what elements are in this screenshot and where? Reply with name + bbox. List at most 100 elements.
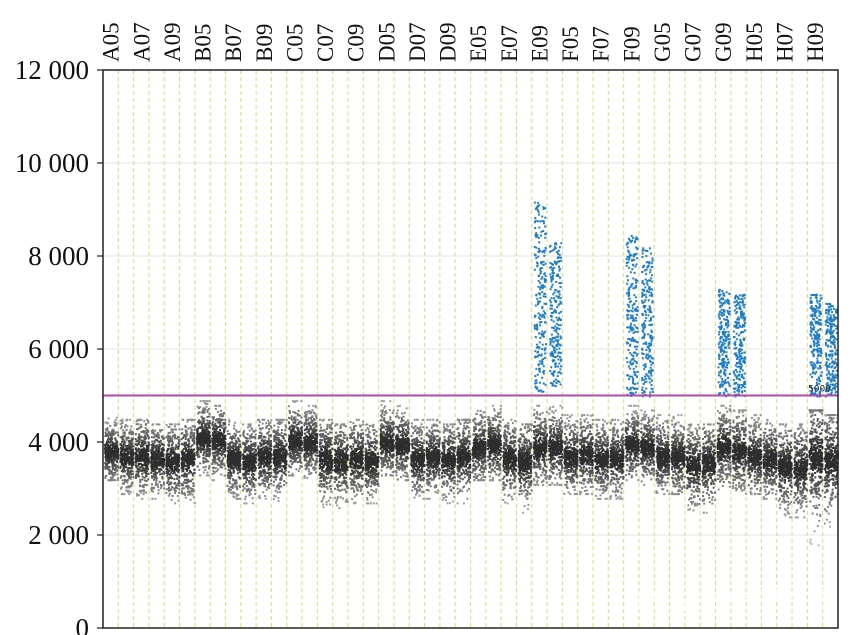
droplet-A06-245	[121, 479, 124, 482]
droplet-C07-14	[325, 503, 328, 506]
droplet-B08-222	[253, 473, 256, 476]
droplet-B05-214	[196, 454, 199, 457]
droplet-A08-128	[152, 431, 155, 434]
droplet-B07-130	[239, 434, 242, 437]
droplet-A07-236	[135, 470, 138, 473]
droplet-core-A08-75	[155, 465, 158, 468]
droplet-core-B09-61	[266, 456, 269, 459]
droplet-B05-170	[203, 451, 206, 454]
droplet-C05-158	[295, 468, 298, 471]
droplet-B08-217	[243, 430, 245, 433]
droplet-C05-107	[294, 460, 297, 463]
droplet-core-B08-15	[247, 470, 250, 473]
droplet-B07-255	[227, 446, 230, 449]
droplet-C06-159	[310, 426, 313, 429]
droplet-B09-90	[265, 478, 268, 481]
droplet-core-B05-49	[198, 435, 201, 438]
droplet-A05-33	[115, 440, 118, 443]
droplet-B06-246	[214, 462, 217, 465]
droplet-core-B06-89	[215, 439, 218, 442]
droplet-core-B06-84	[214, 444, 217, 447]
droplet-A10-110	[191, 493, 194, 496]
droplet-A08-167	[154, 484, 157, 487]
droplet-A10-93	[191, 425, 194, 428]
droplet-core-C06-86	[315, 446, 318, 449]
droplet-core-A09-66	[166, 458, 169, 460]
droplet-A05-259	[106, 421, 109, 424]
droplet-A10-193	[181, 463, 184, 466]
droplet-core-A08-57	[157, 456, 159, 459]
droplet-A10-239	[185, 447, 187, 450]
droplet-A07-237	[144, 435, 147, 438]
droplet-C06-113	[313, 450, 315, 453]
droplet-C06-45	[306, 450, 309, 453]
droplet-core-A06-56	[120, 462, 123, 465]
droplet-core-B08-47	[242, 466, 245, 468]
droplet-B10-249	[275, 472, 277, 475]
droplet-B09-130	[268, 465, 271, 468]
droplet-A09-27	[165, 472, 168, 475]
droplet-core-B08-72	[252, 460, 255, 463]
droplet-A05-40	[109, 432, 112, 435]
droplet-B05-227	[203, 402, 206, 405]
droplet-B10-13	[281, 418, 284, 421]
droplet-B07-156	[231, 466, 234, 469]
droplet-B09-141	[260, 428, 262, 431]
droplet-core-B05-83	[202, 434, 204, 437]
droplet-core-B09-17	[268, 463, 271, 466]
droplet-A05-30	[113, 474, 116, 476]
droplet-core-B10-82	[276, 448, 279, 451]
droplet-B05-28	[206, 409, 209, 412]
droplet-B06-257	[219, 420, 222, 423]
droplet-A09-230	[178, 482, 181, 485]
droplet-B07-125	[236, 448, 239, 451]
droplet-A06-228	[130, 433, 133, 436]
droplet-core-A10-86	[192, 454, 195, 457]
droplet-A07-114	[147, 460, 150, 463]
droplet-core-B09-38	[267, 462, 270, 465]
droplet-B05-224	[205, 426, 208, 429]
droplet-A08-132	[158, 436, 160, 439]
droplet-core-B10-31	[275, 462, 278, 465]
droplet-A10-94	[193, 441, 196, 444]
droplet-A09-124	[166, 448, 169, 450]
droplet-A10-115	[187, 493, 190, 496]
droplet-B08-78	[245, 479, 248, 482]
droplet-C05-194	[295, 426, 298, 429]
droplet-C05-199	[296, 453, 299, 456]
droplet-B09-10	[257, 437, 260, 440]
droplet-A05-144	[113, 443, 116, 446]
droplet-A06-179	[126, 490, 129, 492]
droplet-A07-109	[143, 464, 146, 466]
droplet-core-C05-49	[294, 440, 297, 443]
droplet-core-B07-66	[234, 465, 237, 468]
droplet-C06-79	[307, 468, 310, 471]
droplet-core-B08-83	[254, 459, 257, 462]
droplet-C06-207	[312, 428, 315, 431]
droplet-B10-133	[285, 473, 287, 476]
droplet-B09-220	[263, 477, 266, 480]
droplet-B07-100	[238, 430, 241, 433]
droplet-B06-211	[215, 404, 218, 407]
droplet-B10-226	[272, 484, 275, 487]
droplet-B09-256	[266, 442, 269, 445]
droplet-A05-175	[110, 470, 113, 473]
droplet-core-A05-61	[104, 450, 107, 453]
negative-cluster-C07	[318, 418, 334, 509]
droplet-B09-203	[262, 440, 264, 442]
droplet-C05-177	[292, 452, 295, 455]
droplet-B06-137	[212, 467, 214, 470]
droplet-core-C05-12	[288, 444, 291, 447]
droplet-A10-236	[181, 492, 184, 495]
droplet-B06-147	[221, 418, 224, 421]
droplet-A10-133	[187, 465, 190, 468]
droplet-B05-192	[202, 429, 205, 432]
droplet-A10-18	[192, 474, 195, 477]
droplet-B09-32	[265, 447, 268, 450]
droplet-A09-180	[177, 453, 180, 456]
droplet-B08-150	[243, 442, 246, 445]
droplet-C06-116	[306, 476, 309, 479]
droplet-A07-163	[140, 430, 143, 433]
droplet-A06-9	[126, 481, 129, 484]
droplet-A10-229	[183, 434, 186, 436]
